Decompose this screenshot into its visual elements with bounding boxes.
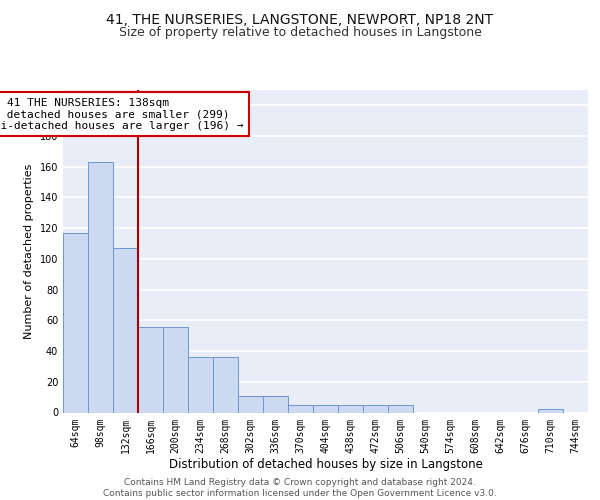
- Bar: [213, 357, 238, 412]
- Bar: [538, 410, 563, 412]
- Bar: [63, 233, 88, 412]
- Bar: [263, 396, 288, 412]
- Bar: [188, 357, 213, 412]
- X-axis label: Distribution of detached houses by size in Langstone: Distribution of detached houses by size …: [169, 458, 482, 471]
- Text: Contains HM Land Registry data © Crown copyright and database right 2024.
Contai: Contains HM Land Registry data © Crown c…: [103, 478, 497, 498]
- Text: Size of property relative to detached houses in Langstone: Size of property relative to detached ho…: [119, 26, 481, 39]
- Bar: [338, 405, 363, 412]
- Bar: [238, 396, 263, 412]
- Text: 41, THE NURSERIES, LANGSTONE, NEWPORT, NP18 2NT: 41, THE NURSERIES, LANGSTONE, NEWPORT, N…: [106, 12, 494, 26]
- Bar: [288, 405, 313, 412]
- Y-axis label: Number of detached properties: Number of detached properties: [24, 164, 34, 339]
- Bar: [388, 405, 413, 412]
- Text: 41 THE NURSERIES: 138sqm
← 60% of detached houses are smaller (299)
39% of semi-: 41 THE NURSERIES: 138sqm ← 60% of detach…: [0, 98, 243, 131]
- Bar: [363, 405, 388, 412]
- Bar: [113, 248, 138, 412]
- Bar: [88, 162, 113, 412]
- Bar: [138, 326, 163, 412]
- Bar: [313, 405, 338, 412]
- Bar: [163, 326, 188, 412]
